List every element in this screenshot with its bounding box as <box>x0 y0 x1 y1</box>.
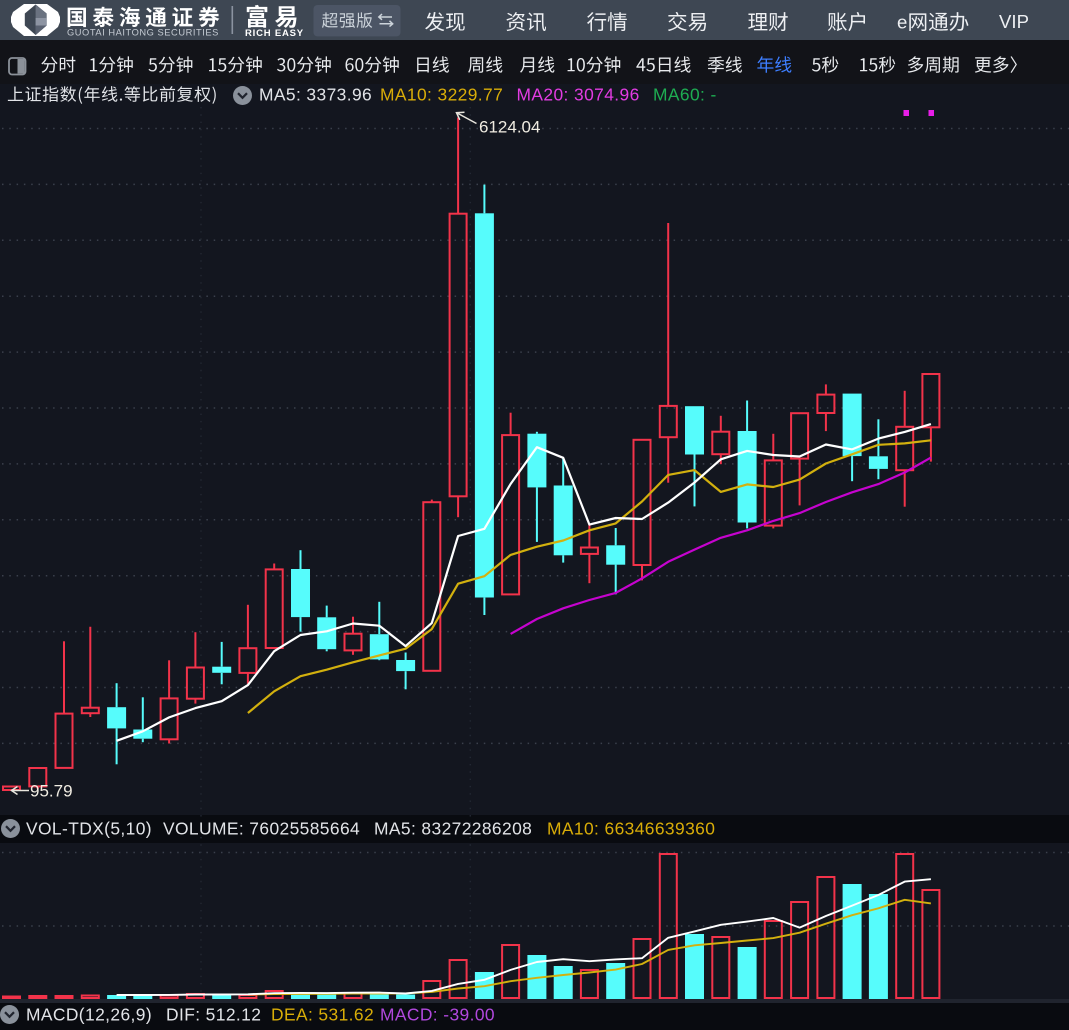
svg-text:RICH EASY: RICH EASY <box>245 28 304 39</box>
svg-text:MA20: 3074.96: MA20: 3074.96 <box>517 85 640 105</box>
svg-text:MA10: 66346639360: MA10: 66346639360 <box>547 819 715 839</box>
svg-text:MA5: 3373.96: MA5: 3373.96 <box>259 85 372 105</box>
svg-text:GUOTAI HAITONG SECURITIES: GUOTAI HAITONG SECURITIES <box>67 28 219 38</box>
svg-text:MA10: 3229.77: MA10: 3229.77 <box>380 85 503 105</box>
svg-text:VOLUME: 76025585664: VOLUME: 76025585664 <box>163 819 360 839</box>
svg-text:DEA: 531.62: DEA: 531.62 <box>271 1005 374 1025</box>
svg-text:95.79: 95.79 <box>30 782 73 801</box>
svg-text:6124.04: 6124.04 <box>479 118 540 137</box>
svg-text:DIF: 512.12: DIF: 512.12 <box>166 1005 261 1025</box>
svg-text:MA5: 83272286208: MA5: 83272286208 <box>374 819 532 839</box>
svg-text:MACD: -39.00: MACD: -39.00 <box>380 1005 495 1025</box>
svg-text:MACD(12,26,9): MACD(12,26,9) <box>26 1005 152 1025</box>
svg-text:MA60: -: MA60: - <box>653 85 717 105</box>
svg-text:e: e <box>897 12 907 33</box>
svg-text:VIP: VIP <box>999 11 1029 32</box>
svg-text:VOL-TDX(5,10): VOL-TDX(5,10) <box>26 819 152 839</box>
